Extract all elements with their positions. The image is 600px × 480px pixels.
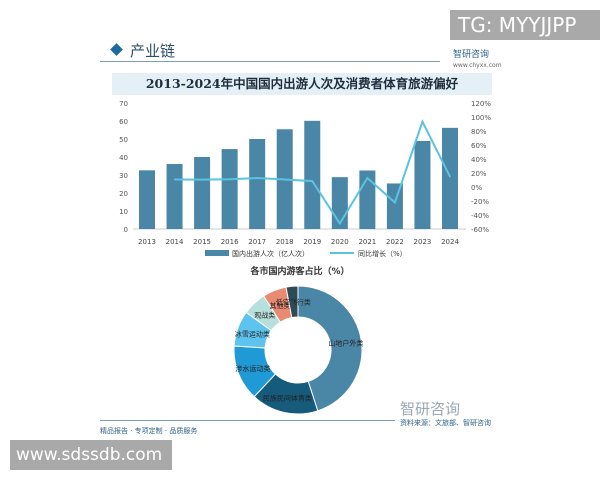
bar-2020 bbox=[331, 177, 348, 229]
bar-2017 bbox=[249, 139, 266, 229]
brand-logo: 智研咨询 bbox=[453, 50, 490, 60]
slice-label: 其他类 bbox=[270, 301, 291, 310]
bar-2016 bbox=[221, 149, 238, 229]
y-left-tick: 50 bbox=[119, 136, 128, 144]
y-left-tick: 40 bbox=[119, 154, 128, 162]
bar-2022 bbox=[386, 183, 403, 229]
growth-point-2015 bbox=[201, 178, 203, 181]
bar-2013 bbox=[139, 170, 155, 229]
bar-2014 bbox=[166, 164, 183, 229]
x-tick: 2014 bbox=[166, 238, 184, 246]
x-tick: 2024 bbox=[441, 238, 459, 246]
x-tick: 2020 bbox=[331, 238, 349, 246]
slice-山地户外类 bbox=[297, 285, 363, 412]
x-tick: 2023 bbox=[414, 238, 432, 246]
growth-point-2016 bbox=[228, 178, 231, 181]
y-right-tick: 80% bbox=[471, 128, 487, 136]
slice-label: 冰雪运动类 bbox=[235, 330, 270, 339]
y-left-tick: 70 bbox=[119, 100, 128, 108]
chart-title: 2013-2024年中国国内出游人次及消费者体育旅游偏好 bbox=[112, 73, 492, 95]
growth-point-2024 bbox=[449, 175, 451, 178]
x-tick: 2018 bbox=[276, 238, 294, 246]
y-right-tick: -60% bbox=[471, 226, 489, 234]
slice-label: 山地户外类 bbox=[328, 338, 363, 347]
growth-point-2019 bbox=[311, 180, 314, 182]
x-tick: 2019 bbox=[303, 238, 321, 246]
y-right-tick: 60% bbox=[471, 142, 487, 150]
site-watermark: www.sdssdb.com bbox=[10, 440, 172, 470]
growth-point-2014 bbox=[173, 178, 176, 181]
growth-point-2017 bbox=[256, 177, 258, 179]
y-left-tick: 10 bbox=[119, 208, 128, 216]
legend-line-label: 同比增长（%） bbox=[358, 249, 407, 258]
x-tick: 2017 bbox=[248, 238, 266, 246]
slice-低空飞行类 bbox=[285, 285, 299, 319]
x-tick: 2013 bbox=[138, 238, 156, 246]
y-right-tick: 120% bbox=[471, 100, 491, 108]
tg-watermark: TG: MYYJJPP bbox=[450, 10, 600, 40]
bar-2015 bbox=[194, 157, 211, 229]
bar-2023 bbox=[414, 140, 431, 229]
y-right-tick: 40% bbox=[471, 156, 487, 164]
y-left-tick: 60 bbox=[119, 118, 128, 126]
x-tick: 2022 bbox=[386, 238, 404, 246]
x-tick: 2015 bbox=[193, 238, 211, 246]
y-left-tick: 20 bbox=[119, 190, 128, 198]
legend-bar-label: 国内出游人次（亿人次） bbox=[232, 249, 309, 258]
slice-label: 涉水运动类 bbox=[235, 364, 270, 373]
footer-brand: 智研咨询 bbox=[400, 400, 461, 418]
y-right-tick: 20% bbox=[471, 170, 487, 178]
donut-title: 各市国内游客占比（%） bbox=[250, 267, 350, 277]
slice-label: 观战类 bbox=[254, 311, 275, 320]
x-tick: 2016 bbox=[221, 238, 239, 246]
growth-point-2023 bbox=[421, 120, 424, 123]
bar-2024 bbox=[442, 127, 458, 229]
bar-2019 bbox=[304, 120, 321, 229]
legend-bar-swatch bbox=[205, 250, 229, 256]
growth-point-2021 bbox=[366, 177, 369, 179]
footer-divider bbox=[100, 420, 395, 421]
y-left-tick: 30 bbox=[119, 172, 128, 180]
growth-point-2020 bbox=[339, 222, 341, 225]
brand-site: www.chyxx.com bbox=[453, 62, 502, 69]
y-right-tick: -20% bbox=[471, 198, 489, 206]
x-tick: 2021 bbox=[358, 238, 376, 246]
y-left-tick: 0 bbox=[124, 226, 128, 234]
y-right-tick: -40% bbox=[471, 212, 489, 220]
slice-label: 民族民间体育类 bbox=[263, 393, 312, 402]
footer-tagline: 精品报告 · 专项定制 · 品质服务 bbox=[100, 427, 198, 435]
y-right-tick: 0% bbox=[471, 184, 482, 192]
growth-point-2022 bbox=[394, 201, 396, 204]
section-title: 产业链 bbox=[130, 42, 176, 60]
header-divider bbox=[100, 61, 440, 62]
growth-point-2018 bbox=[283, 178, 286, 181]
y-right-tick: 100% bbox=[471, 114, 491, 122]
slice-label: 低空飞行类 bbox=[276, 298, 311, 307]
source-note: 资料来源：文旅部、智研咨询 bbox=[400, 419, 491, 427]
